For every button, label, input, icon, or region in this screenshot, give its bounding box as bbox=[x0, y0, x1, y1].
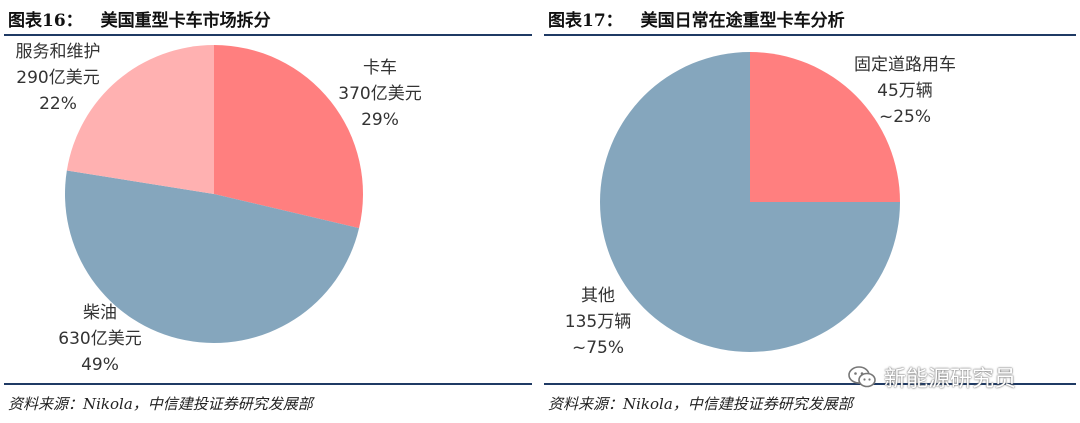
watermark-text: 新能源研究员 bbox=[884, 367, 1017, 392]
pie-slice bbox=[64, 170, 360, 343]
slice-percent: 49% bbox=[81, 355, 119, 375]
pie-chart-left: 卡车 370亿美元 29% 柴油 630亿美元 49% 服务和维护 290亿美元 22% bbox=[16, 42, 422, 375]
source-note-left: 资料来源：Nikola，中信建投证券研究发展部 bbox=[8, 395, 313, 413]
pie-slice bbox=[66, 45, 214, 194]
slice-label: 服务和维护 290亿美元 22% bbox=[16, 42, 101, 114]
slice-percent: 22% bbox=[39, 94, 77, 114]
chart-title-left: 图表16： 美国重型卡车市场拆分 bbox=[8, 6, 271, 31]
slice-label: 卡车 370亿美元 29% bbox=[338, 58, 421, 130]
title-divider-left bbox=[4, 34, 532, 36]
slice-percent: ~75% bbox=[572, 338, 624, 358]
source-divider-left bbox=[4, 383, 532, 385]
pie-chart-right: 固定道路用车 45万辆 ~25% 其他 135万辆 ~75% bbox=[565, 52, 956, 358]
slice-name: 柴油 bbox=[83, 303, 117, 323]
slice-amount: 630亿美元 bbox=[58, 329, 141, 349]
slice-name: 固定道路用车 bbox=[854, 55, 956, 75]
slice-percent: ~25% bbox=[879, 107, 931, 127]
figure-number-left: 图表16： bbox=[8, 11, 83, 31]
pie-slice bbox=[750, 52, 900, 202]
chart-panel-left: 图表16： 美国重型卡车市场拆分 卡车 370亿美元 29% 柴油 630亿美元 49% 服务… bbox=[4, 6, 532, 413]
chart-panel-right: 图表17： 美国日常在途重型卡车分析 固定道路用车 45万辆 ~25% 其他 135万辆 ~… bbox=[540, 0, 1080, 423]
slice-name: 其他 bbox=[581, 286, 615, 306]
pie-slice bbox=[214, 45, 363, 229]
slice-amount: 290亿美元 bbox=[16, 68, 99, 88]
slice-label: 柴油 630亿美元 49% bbox=[58, 303, 141, 375]
watermark: 新能源研究员 bbox=[848, 361, 1016, 393]
slice-amount: 135万辆 bbox=[565, 312, 631, 332]
figure-number-right: 图表17： bbox=[548, 11, 623, 31]
source-note-right: 资料来源：Nikola，中信建投证券研究发展部 bbox=[548, 395, 853, 413]
wechat-icon bbox=[848, 366, 876, 388]
slice-amount: 370亿美元 bbox=[338, 84, 421, 104]
source-divider-right bbox=[544, 383, 1076, 385]
slice-label: 其他 135万辆 ~75% bbox=[565, 286, 631, 358]
chart-title-right: 图表17： 美国日常在途重型卡车分析 bbox=[548, 6, 845, 31]
slice-amount: 45万辆 bbox=[877, 81, 933, 101]
pie-slice bbox=[600, 52, 900, 352]
slice-label: 固定道路用车 45万辆 ~25% bbox=[854, 55, 956, 127]
figure-title-right: 美国日常在途重型卡车分析 bbox=[640, 11, 845, 31]
figure-title-left: 美国重型卡车市场拆分 bbox=[100, 11, 271, 31]
title-divider-right bbox=[544, 34, 1076, 36]
slice-name: 服务和维护 bbox=[16, 42, 101, 62]
slice-name: 卡车 bbox=[363, 58, 397, 78]
slice-percent: 29% bbox=[361, 110, 399, 130]
